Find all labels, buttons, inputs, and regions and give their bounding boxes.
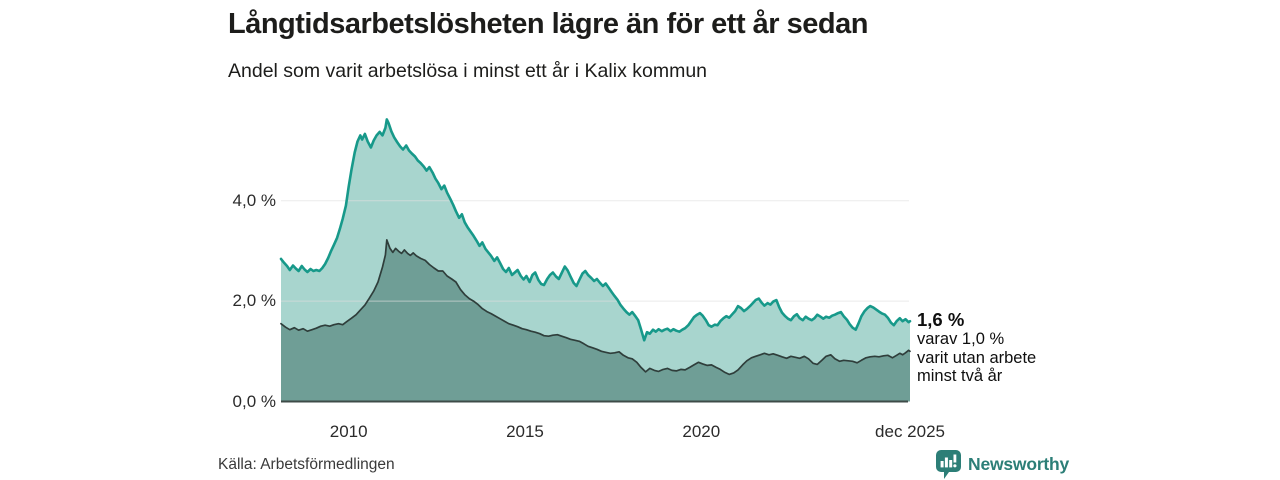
- newsworthy-brand: Newsworthy: [936, 450, 1069, 479]
- y-tick-label: 4,0 %: [232, 190, 276, 210]
- newsworthy-logo-icon: [936, 450, 961, 479]
- end-value-annotation: 1,6 % varav 1,0 % varit utan arbete mins…: [917, 309, 1067, 386]
- source-caption: Källa: Arbetsförmedlingen: [218, 456, 395, 473]
- gridlines: [281, 200, 909, 302]
- x-tick-label: 2015: [506, 422, 544, 441]
- annotation-line-4: minst två år: [917, 367, 1003, 385]
- series-two-year-area: [281, 239, 910, 402]
- y-tick-label: 2,0 %: [232, 291, 276, 311]
- x-tick-label: 2010: [329, 422, 368, 441]
- x-tick-label: dec 2025: [875, 422, 945, 441]
- chart-subtitle: Andel som varit arbetslösa i minst ett å…: [228, 60, 708, 82]
- series-two-year-line: [280, 239, 911, 376]
- annotation-line-3: varit utan arbete: [917, 348, 1037, 367]
- annotation-total-value: 1,6 %: [917, 309, 965, 330]
- brand-name: Newsworthy: [968, 454, 1070, 474]
- page-title: Långtidsarbetslösheten lägre än för ett …: [228, 8, 868, 40]
- series-total-line: [279, 118, 912, 342]
- y-tick-label: 0,0 %: [232, 391, 276, 411]
- x-tick-label: 2020: [682, 422, 721, 441]
- annotation-line-2: varav 1,0 %: [917, 330, 1005, 348]
